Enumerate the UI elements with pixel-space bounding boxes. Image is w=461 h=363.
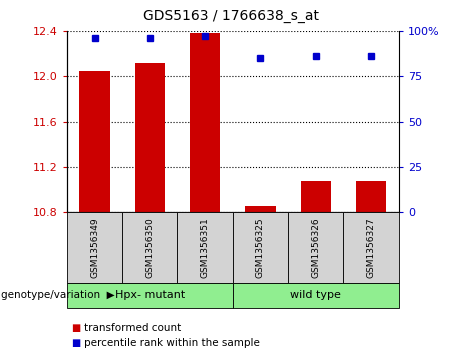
Bar [245, 205, 276, 212]
Text: ■: ■ [71, 338, 81, 348]
Bar [135, 63, 165, 212]
Text: GSM1356325: GSM1356325 [256, 217, 265, 278]
Text: GSM1356326: GSM1356326 [311, 217, 320, 278]
Text: transformed count: transformed count [84, 323, 182, 333]
Text: Hpx- mutant: Hpx- mutant [115, 290, 185, 301]
Text: GSM1356327: GSM1356327 [366, 217, 376, 278]
Text: genotype/variation  ▶: genotype/variation ▶ [1, 290, 114, 301]
Bar [79, 70, 110, 212]
Text: percentile rank within the sample: percentile rank within the sample [84, 338, 260, 348]
Bar [301, 181, 331, 212]
Text: GSM1356349: GSM1356349 [90, 217, 99, 278]
Text: GSM1356351: GSM1356351 [201, 217, 210, 278]
Bar [356, 181, 386, 212]
Text: GSM1356350: GSM1356350 [145, 217, 154, 278]
Bar [190, 33, 220, 212]
Text: ■: ■ [71, 323, 81, 333]
Text: wild type: wild type [290, 290, 341, 301]
Text: GDS5163 / 1766638_s_at: GDS5163 / 1766638_s_at [142, 9, 319, 23]
